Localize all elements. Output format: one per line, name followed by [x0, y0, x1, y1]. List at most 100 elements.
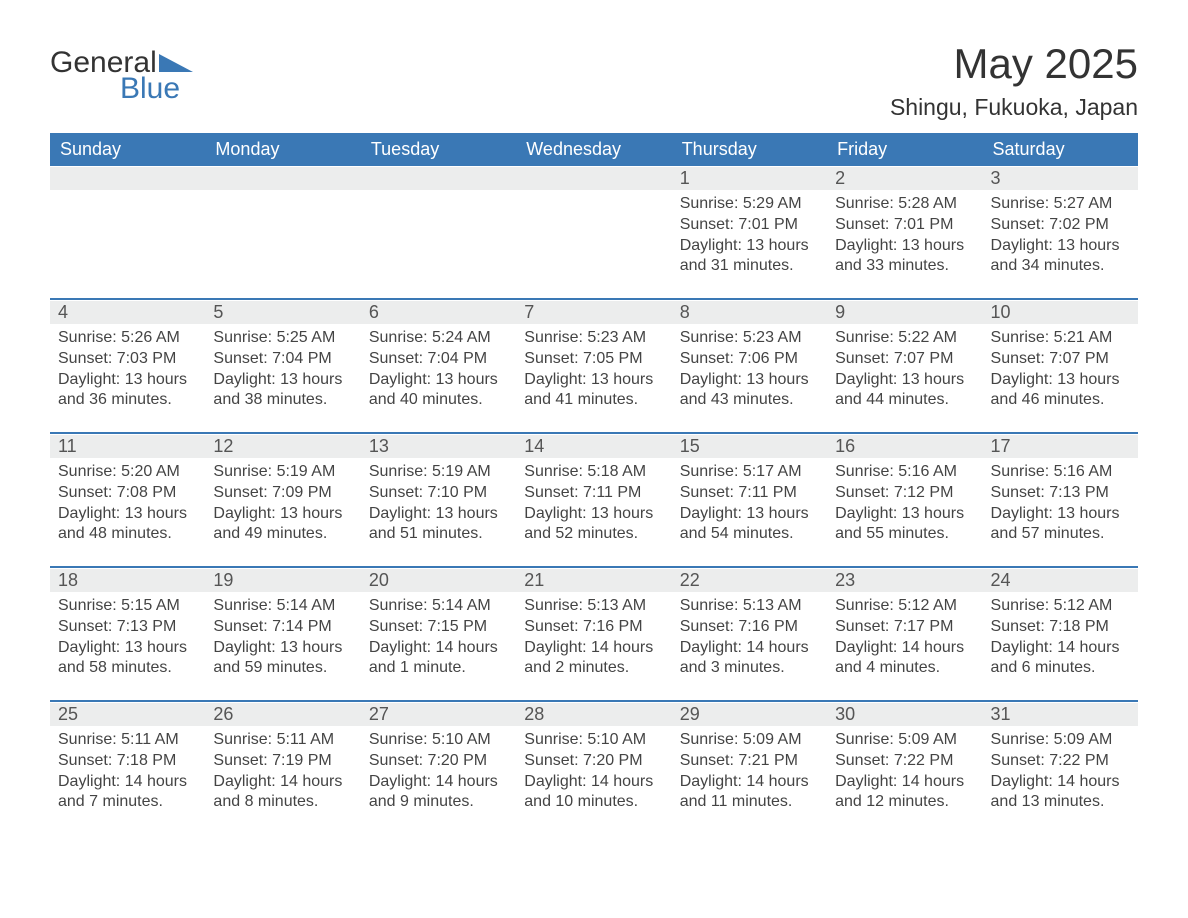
sunset-text: Sunset: 7:16 PM: [680, 617, 819, 638]
sunrise-text: Sunrise: 5:27 AM: [991, 194, 1130, 215]
day-cell: [516, 166, 671, 298]
dow-monday: Monday: [205, 133, 360, 166]
daylight-text: Daylight: 13 hours and 44 minutes.: [835, 370, 974, 412]
day-body: Sunrise: 5:14 AMSunset: 7:15 PMDaylight:…: [361, 592, 516, 687]
day-cell: 16Sunrise: 5:16 AMSunset: 7:12 PMDayligh…: [827, 434, 982, 566]
day-body: Sunrise: 5:10 AMSunset: 7:20 PMDaylight:…: [361, 726, 516, 821]
daylight-text: Daylight: 13 hours and 33 minutes.: [835, 236, 974, 278]
day-body: Sunrise: 5:16 AMSunset: 7:13 PMDaylight:…: [983, 458, 1138, 553]
day-number: 26: [205, 702, 360, 726]
sunset-text: Sunset: 7:09 PM: [213, 483, 352, 504]
day-cell: 10Sunrise: 5:21 AMSunset: 7:07 PMDayligh…: [983, 300, 1138, 432]
sunset-text: Sunset: 7:13 PM: [991, 483, 1130, 504]
dow-saturday: Saturday: [983, 133, 1138, 166]
sunrise-text: Sunrise: 5:19 AM: [213, 462, 352, 483]
daylight-text: Daylight: 13 hours and 34 minutes.: [991, 236, 1130, 278]
day-number: 3: [983, 166, 1138, 190]
day-number: 30: [827, 702, 982, 726]
daylight-text: Daylight: 14 hours and 12 minutes.: [835, 772, 974, 814]
day-number: 19: [205, 568, 360, 592]
day-body: Sunrise: 5:11 AMSunset: 7:19 PMDaylight:…: [205, 726, 360, 821]
day-body: Sunrise: 5:19 AMSunset: 7:09 PMDaylight:…: [205, 458, 360, 553]
sunrise-text: Sunrise: 5:23 AM: [524, 328, 663, 349]
sunset-text: Sunset: 7:17 PM: [835, 617, 974, 638]
daylight-text: Daylight: 13 hours and 52 minutes.: [524, 504, 663, 546]
header: General Blue May 2025 Shingu, Fukuoka, J…: [50, 40, 1138, 121]
daylight-text: Daylight: 13 hours and 41 minutes.: [524, 370, 663, 412]
day-cell: 15Sunrise: 5:17 AMSunset: 7:11 PMDayligh…: [672, 434, 827, 566]
day-body: Sunrise: 5:23 AMSunset: 7:05 PMDaylight:…: [516, 324, 671, 419]
logo-word2: Blue: [120, 74, 193, 104]
day-cell: 14Sunrise: 5:18 AMSunset: 7:11 PMDayligh…: [516, 434, 671, 566]
sunset-text: Sunset: 7:10 PM: [369, 483, 508, 504]
sunrise-text: Sunrise: 5:10 AM: [369, 730, 508, 751]
sunset-text: Sunset: 7:14 PM: [213, 617, 352, 638]
sunset-text: Sunset: 7:07 PM: [835, 349, 974, 370]
daylight-text: Daylight: 13 hours and 46 minutes.: [991, 370, 1130, 412]
sunrise-text: Sunrise: 5:12 AM: [991, 596, 1130, 617]
weeks-container: 1Sunrise: 5:29 AMSunset: 7:01 PMDaylight…: [50, 166, 1138, 834]
daylight-text: Daylight: 14 hours and 4 minutes.: [835, 638, 974, 680]
day-number: 20: [361, 568, 516, 592]
week-row: 18Sunrise: 5:15 AMSunset: 7:13 PMDayligh…: [50, 566, 1138, 700]
day-number: 9: [827, 300, 982, 324]
day-number: 13: [361, 434, 516, 458]
sunrise-text: Sunrise: 5:20 AM: [58, 462, 197, 483]
day-cell: 26Sunrise: 5:11 AMSunset: 7:19 PMDayligh…: [205, 702, 360, 834]
sunset-text: Sunset: 7:13 PM: [58, 617, 197, 638]
week-row: 25Sunrise: 5:11 AMSunset: 7:18 PMDayligh…: [50, 700, 1138, 834]
daylight-text: Daylight: 14 hours and 3 minutes.: [680, 638, 819, 680]
sunrise-text: Sunrise: 5:18 AM: [524, 462, 663, 483]
sunset-text: Sunset: 7:04 PM: [369, 349, 508, 370]
sunrise-text: Sunrise: 5:13 AM: [680, 596, 819, 617]
sunset-text: Sunset: 7:01 PM: [835, 215, 974, 236]
sunrise-text: Sunrise: 5:21 AM: [991, 328, 1130, 349]
day-cell: 17Sunrise: 5:16 AMSunset: 7:13 PMDayligh…: [983, 434, 1138, 566]
sunrise-text: Sunrise: 5:12 AM: [835, 596, 974, 617]
daylight-text: Daylight: 13 hours and 57 minutes.: [991, 504, 1130, 546]
day-body: Sunrise: 5:23 AMSunset: 7:06 PMDaylight:…: [672, 324, 827, 419]
dow-sunday: Sunday: [50, 133, 205, 166]
daylight-text: Daylight: 13 hours and 38 minutes.: [213, 370, 352, 412]
day-body: Sunrise: 5:16 AMSunset: 7:12 PMDaylight:…: [827, 458, 982, 553]
sunrise-text: Sunrise: 5:22 AM: [835, 328, 974, 349]
day-body: Sunrise: 5:25 AMSunset: 7:04 PMDaylight:…: [205, 324, 360, 419]
day-number: 28: [516, 702, 671, 726]
daylight-text: Daylight: 13 hours and 51 minutes.: [369, 504, 508, 546]
dow-tuesday: Tuesday: [361, 133, 516, 166]
day-number: 16: [827, 434, 982, 458]
sunrise-text: Sunrise: 5:11 AM: [213, 730, 352, 751]
sunrise-text: Sunrise: 5:17 AM: [680, 462, 819, 483]
day-body: Sunrise: 5:14 AMSunset: 7:14 PMDaylight:…: [205, 592, 360, 687]
day-body: Sunrise: 5:21 AMSunset: 7:07 PMDaylight:…: [983, 324, 1138, 419]
day-cell: 21Sunrise: 5:13 AMSunset: 7:16 PMDayligh…: [516, 568, 671, 700]
page-title: May 2025: [890, 40, 1138, 88]
day-cell: 9 Sunrise: 5:22 AMSunset: 7:07 PMDaylight…: [827, 300, 982, 432]
daylight-text: Daylight: 13 hours and 40 minutes.: [369, 370, 508, 412]
daylight-text: Daylight: 14 hours and 8 minutes.: [213, 772, 352, 814]
day-body: [205, 190, 360, 280]
day-body: Sunrise: 5:18 AMSunset: 7:11 PMDaylight:…: [516, 458, 671, 553]
day-cell: 11Sunrise: 5:20 AMSunset: 7:08 PMDayligh…: [50, 434, 205, 566]
day-number: 11: [50, 434, 205, 458]
day-cell: 12Sunrise: 5:19 AMSunset: 7:09 PMDayligh…: [205, 434, 360, 566]
day-body: [516, 190, 671, 280]
day-number: 15: [672, 434, 827, 458]
day-number: 24: [983, 568, 1138, 592]
daylight-text: Daylight: 13 hours and 31 minutes.: [680, 236, 819, 278]
sunset-text: Sunset: 7:05 PM: [524, 349, 663, 370]
day-number: 18: [50, 568, 205, 592]
sunrise-text: Sunrise: 5:11 AM: [58, 730, 197, 751]
day-number: 10: [983, 300, 1138, 324]
day-cell: [361, 166, 516, 298]
day-body: Sunrise: 5:29 AMSunset: 7:01 PMDaylight:…: [672, 190, 827, 285]
sunset-text: Sunset: 7:22 PM: [835, 751, 974, 772]
daylight-text: Daylight: 14 hours and 1 minute.: [369, 638, 508, 680]
daylight-text: Daylight: 13 hours and 59 minutes.: [213, 638, 352, 680]
daylight-text: Daylight: 13 hours and 58 minutes.: [58, 638, 197, 680]
day-body: Sunrise: 5:11 AMSunset: 7:18 PMDaylight:…: [50, 726, 205, 821]
sunrise-text: Sunrise: 5:26 AM: [58, 328, 197, 349]
day-number: 4: [50, 300, 205, 324]
day-number: 21: [516, 568, 671, 592]
dow-header-row: Sunday Monday Tuesday Wednesday Thursday…: [50, 133, 1138, 166]
